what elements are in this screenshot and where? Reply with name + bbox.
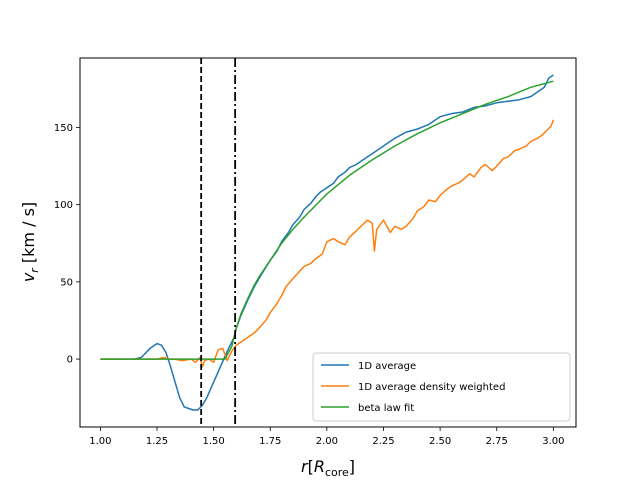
x-tick-label: 1.00 — [89, 436, 111, 447]
y-tick-label: 150 — [54, 123, 73, 134]
x-axis-label-var: R — [314, 457, 325, 476]
x-tick-label: 3.00 — [542, 436, 564, 447]
legend-label-beta-law-fit: beta law fit — [358, 403, 414, 414]
x-axis-label-bracket-close: ] — [349, 457, 355, 476]
x-tick-label: 2.50 — [429, 436, 451, 447]
y-axis-ticks: 0 50 100 150 — [54, 123, 80, 366]
y-axis-label-sub: r — [28, 267, 41, 273]
x-axis-label-main: r — [301, 457, 309, 476]
y-axis-label-var: v — [19, 272, 38, 282]
x-tick-label: 2.25 — [372, 436, 394, 447]
x-axis-label: r[Rcore] — [301, 457, 355, 479]
x-axis-label-bracket-open: [ — [308, 457, 314, 476]
legend-label-1d-average: 1D average — [358, 361, 416, 372]
legend: 1D average 1D average density weighted b… — [312, 352, 571, 422]
y-tick-label: 0 — [67, 355, 73, 366]
plot-area — [100, 58, 555, 427]
x-tick-label: 2.75 — [486, 436, 508, 447]
y-axis-label: vr [km / s] — [19, 202, 41, 282]
x-axis-ticks: 1.00 1.25 1.50 1.75 2.00 2.25 2.50 2.75 3.00 — [89, 427, 564, 447]
y-tick-label: 50 — [60, 277, 73, 288]
legend-label-density-weighted: 1D average density weighted — [358, 382, 505, 393]
legend-box — [312, 352, 571, 422]
axes-frame — [79, 57, 577, 428]
y-tick-label: 100 — [54, 200, 73, 211]
series-line-beta-law-fit — [100, 80, 554, 360]
y-axis-label-unit: [km / s] — [19, 202, 38, 268]
series-line-1d-average — [100, 74, 554, 411]
x-tick-label: 1.25 — [146, 436, 168, 447]
x-tick-label: 1.75 — [259, 436, 281, 447]
x-tick-label: 1.50 — [202, 436, 224, 447]
x-tick-label: 2.00 — [316, 436, 338, 447]
x-axis-label-sub: core — [325, 466, 349, 479]
